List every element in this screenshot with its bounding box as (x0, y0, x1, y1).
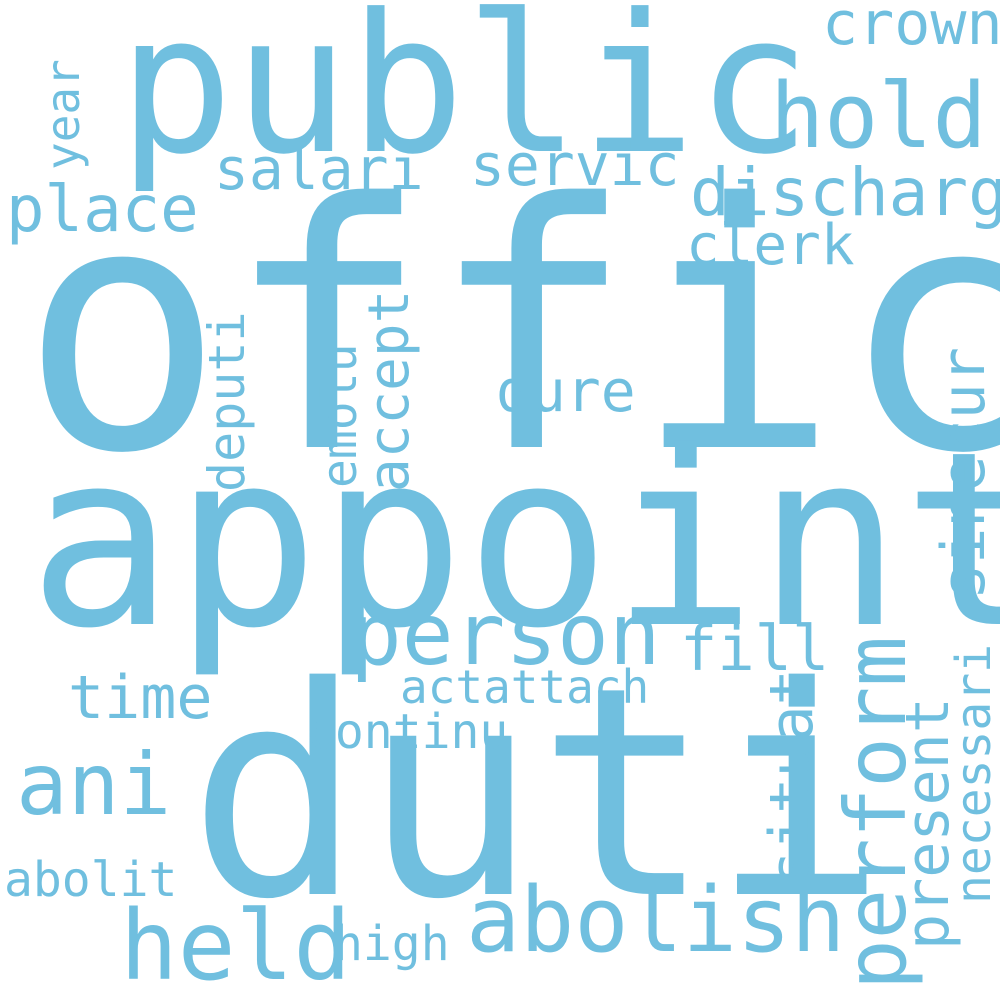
word-accept: accept (357, 289, 422, 492)
word-appoint: appoint (28, 400, 1000, 682)
word-situat: situat (757, 669, 827, 886)
word-crown: crown (822, 0, 1000, 59)
word-duti: duti (188, 626, 887, 963)
word-abolit: abolit (4, 852, 178, 908)
word-hold: hold (770, 64, 987, 169)
word-salari: salari (214, 135, 424, 203)
word-dure: dure (496, 357, 636, 425)
word-servic: servic (470, 131, 680, 199)
word-time: time (68, 663, 213, 733)
word-place: place (6, 173, 199, 247)
word-deputi: deputi (198, 311, 256, 492)
word-ani: ani (16, 735, 172, 835)
word-clerk: clerk (686, 213, 855, 278)
word-year: year (36, 59, 90, 170)
word-sinecur: sinecur (929, 347, 999, 600)
word-high: high (334, 916, 450, 972)
word-actattach: actattach (400, 660, 650, 714)
word-person: person (350, 585, 661, 685)
word-offic: offic (20, 132, 1000, 528)
word-fill: fill (680, 612, 830, 685)
word-continu: continu (306, 704, 509, 760)
word-discharg: discharg (690, 154, 1000, 231)
word-held: held (120, 890, 352, 1000)
word-abolish: abolish (466, 868, 846, 973)
word-public: public (118, 0, 812, 197)
word-present: present (893, 697, 963, 950)
